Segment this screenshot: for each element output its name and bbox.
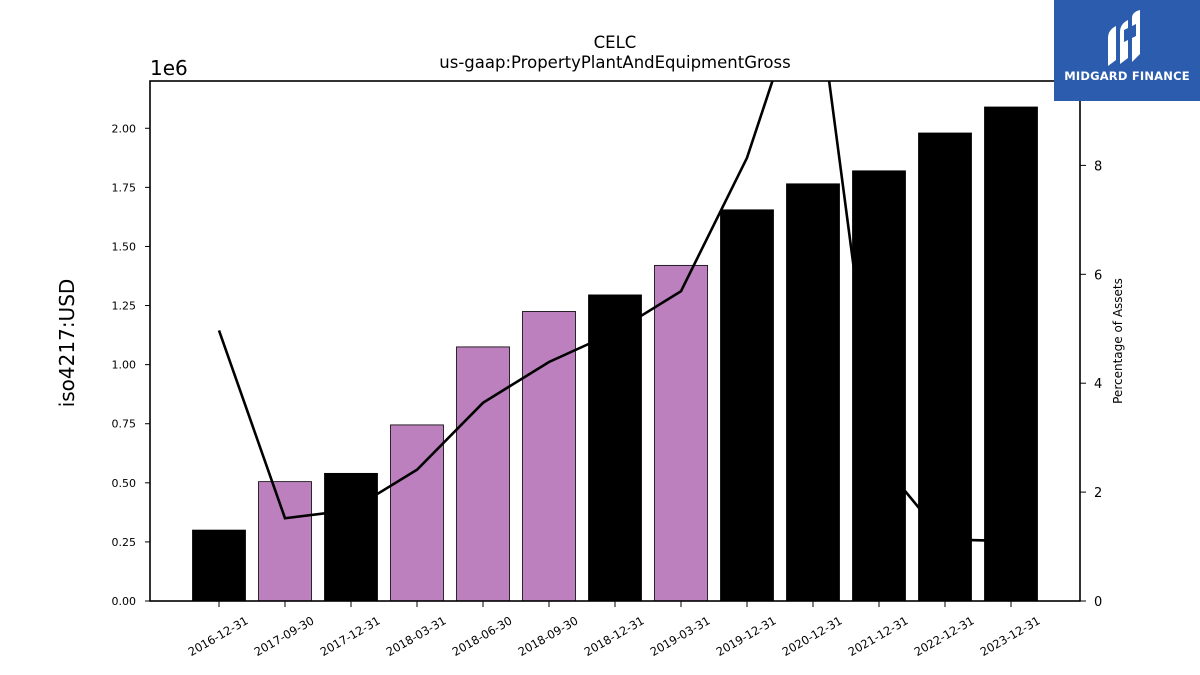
y-axis-label: iso4217:USD <box>55 279 79 408</box>
y2-tick-label: 0 <box>1094 595 1102 610</box>
x-tick-label: 2019-12-31 <box>714 613 779 659</box>
bar <box>258 481 312 602</box>
bar-series <box>192 106 1038 602</box>
x-tick-label: 2019-03-31 <box>648 613 713 659</box>
x-tick-label: 2020-12-31 <box>780 613 845 659</box>
logo-mark-icon <box>1108 10 1140 66</box>
y-tick-label: 1.25 <box>112 300 137 313</box>
x-tick-label: 2018-06-30 <box>450 613 515 659</box>
y-tick-label: 1.75 <box>112 181 137 194</box>
line-series <box>217 81 1012 543</box>
bar <box>588 294 642 602</box>
y-tick-label: 0.25 <box>112 536 137 549</box>
bar <box>984 106 1038 602</box>
x-tick-label: 2017-12-31 <box>318 613 383 659</box>
y-tick-label: 2.00 <box>112 122 137 135</box>
x-tick-label: 2018-09-30 <box>516 613 581 659</box>
bar <box>654 264 708 602</box>
x-tick-label: 2018-12-31 <box>582 613 647 659</box>
bar <box>522 311 576 602</box>
bar <box>918 132 972 602</box>
logo-text: MIDGARD FINANCE <box>1064 69 1190 83</box>
y-tick-label: 1.00 <box>112 359 137 372</box>
x-tick-label: 2017-09-30 <box>252 613 317 659</box>
x-tick-label: 2018-03-31 <box>384 613 449 659</box>
y2-tick-label: 6 <box>1094 268 1102 283</box>
y-tick-label: 0.00 <box>112 595 137 608</box>
chart-title: CELC <box>594 33 637 52</box>
y2-axis-label: Percentage of Assets <box>1111 278 1125 404</box>
offset-text: 1e6 <box>150 56 188 80</box>
x-tick-label: 2022-12-31 <box>912 613 977 659</box>
y2-tick-label: 2 <box>1094 486 1102 501</box>
y2-tick-label: 4 <box>1094 377 1102 392</box>
bar <box>852 170 906 602</box>
y2-tick-label: 8 <box>1094 159 1102 174</box>
bar <box>324 472 378 602</box>
y-tick-label: 1.50 <box>112 240 137 253</box>
bar <box>390 424 444 602</box>
percentage-line <box>217 81 1012 543</box>
y-tick-label: 0.50 <box>112 477 137 490</box>
bar <box>456 346 510 602</box>
bar <box>192 529 246 602</box>
chart-subtitle: us-gaap:PropertyPlantAndEquipmentGross <box>439 53 790 72</box>
bar <box>720 209 774 602</box>
y-tick-label: 0.75 <box>112 418 137 431</box>
x-tick-label: 2021-12-31 <box>846 613 911 659</box>
x-tick-label: 2023-12-31 <box>978 613 1043 659</box>
brand-logo: MIDGARD FINANCE <box>1054 0 1200 101</box>
x-tick-label: 2016-12-31 <box>186 613 251 659</box>
bar <box>786 183 840 602</box>
